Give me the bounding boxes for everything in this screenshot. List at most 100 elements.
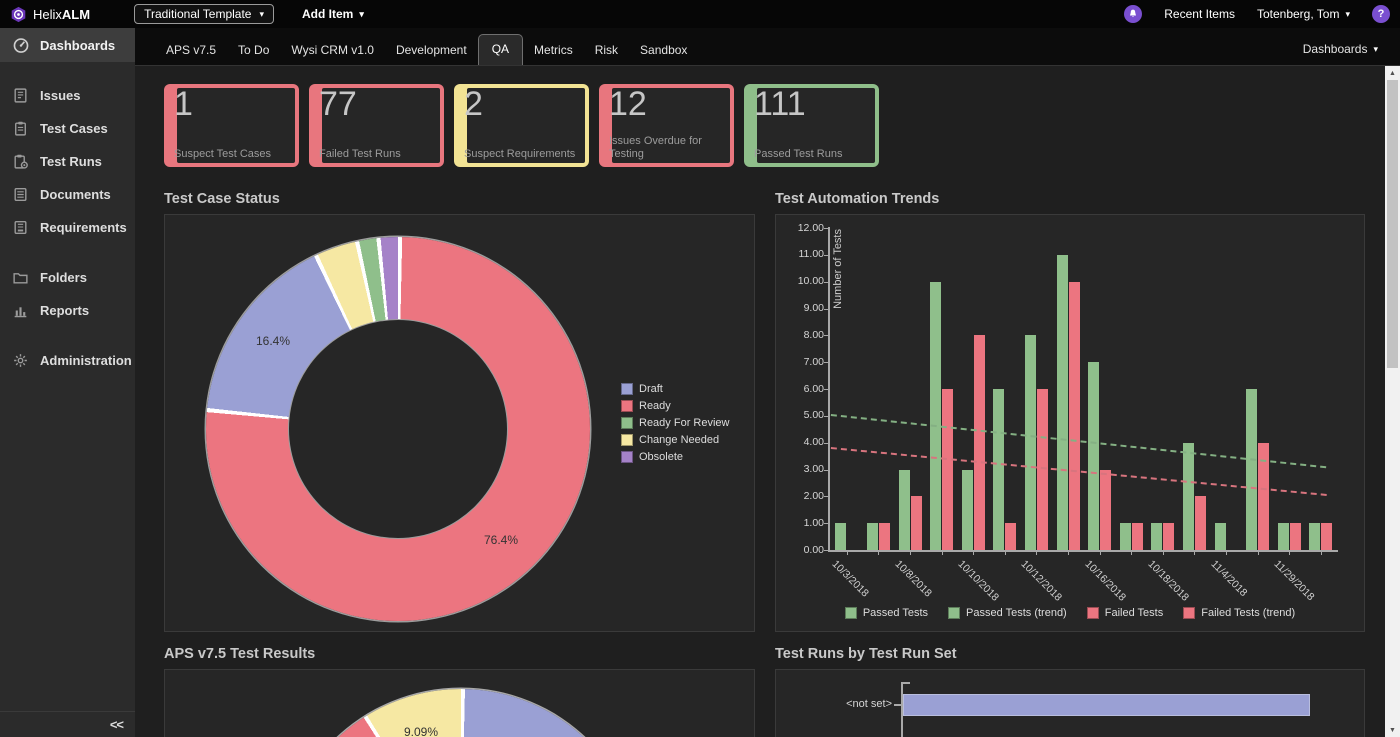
sidebar-item-test-runs[interactable]: Test Runs xyxy=(0,145,135,178)
kpi-card-suspect-test-cases[interactable]: 1 Suspect Test Cases xyxy=(164,84,299,167)
passed-tests-bar[interactable] xyxy=(993,389,1005,550)
failed-tests-bar[interactable] xyxy=(1100,469,1112,550)
test-case-status-chart[interactable]: 16.4% 76.4% Draft Ready Ready For Review Cha… xyxy=(164,214,755,632)
sidebar-collapse-button[interactable]: << xyxy=(0,711,135,737)
template-select[interactable]: Traditional Template ▾ xyxy=(134,4,274,24)
chart-legend: Passed Tests Passed Tests (trend) Failed T… xyxy=(776,607,1364,619)
tab-development[interactable]: Development xyxy=(395,43,467,57)
failed-tests-bar[interactable] xyxy=(1005,523,1017,550)
aps-test-results-chart[interactable]: 9.09% xyxy=(164,669,755,737)
dashboards-dropdown[interactable]: Dashboards ▾ xyxy=(1302,42,1378,56)
test-runs-by-set-chart[interactable]: <not set> xyxy=(775,669,1365,737)
sidebar-gap xyxy=(0,244,135,261)
tab-qa[interactable]: QA xyxy=(477,34,524,65)
passed-tests-bar[interactable] xyxy=(1056,254,1068,550)
sidebar-item-administration[interactable]: Administration xyxy=(0,344,135,377)
y-tick-label: 4.00 xyxy=(803,436,824,449)
y-tick xyxy=(824,335,828,337)
kpi-card-body xyxy=(177,88,295,163)
y-tick xyxy=(824,523,828,525)
sidebar-item-requirements[interactable]: Requirements xyxy=(0,211,135,244)
failed-tests-bar[interactable] xyxy=(1163,523,1175,550)
passed-tests-bar[interactable] xyxy=(898,469,910,550)
user-menu[interactable]: Totenberg, Tom ▾ xyxy=(1257,7,1350,21)
passed-tests-bar[interactable] xyxy=(1277,523,1289,550)
vertical-scrollbar[interactable]: ▲ ▼ xyxy=(1385,66,1400,737)
kpi-card-passed-test-runs[interactable]: 111 Passed Test Runs xyxy=(744,84,879,167)
kpi-card-issues-overdue-for-testing[interactable]: 12 Issues Overdue for Testing xyxy=(599,84,734,167)
y-tick-label: 5.00 xyxy=(803,409,824,422)
add-item-button[interactable]: Add Item ▾ xyxy=(302,7,364,21)
failed-tests-bar[interactable] xyxy=(1289,523,1301,550)
x-tick-label: 11/4/2018 xyxy=(1208,558,1250,599)
pie-chart[interactable] xyxy=(281,689,641,737)
scrollbar-thumb[interactable] xyxy=(1387,80,1398,368)
passed-tests-bar[interactable] xyxy=(1119,523,1131,550)
passed-tests-bar[interactable] xyxy=(930,281,942,550)
kpi-card-suspect-requirements[interactable]: 2 Suspect Requirements xyxy=(454,84,589,167)
dashboard-content: 1 Suspect Test Cases 77 Failed Test Runs 2 Su… xyxy=(135,66,1385,737)
clipboard-gear-icon xyxy=(12,153,30,171)
scroll-down-arrow[interactable]: ▼ xyxy=(1389,726,1396,734)
sidebar-item-label: Requirements xyxy=(40,220,127,235)
sidebar-item-folders[interactable]: Folders xyxy=(0,261,135,294)
sidebar-item-label: Documents xyxy=(40,187,111,202)
tab-aps-v7-5[interactable]: APS v7.5 xyxy=(166,43,217,57)
passed-tests-bar[interactable] xyxy=(1309,523,1321,550)
failed-tests-bar[interactable] xyxy=(1068,281,1080,550)
passed-tests-bar[interactable] xyxy=(835,523,847,550)
failed-tests-bar[interactable] xyxy=(1321,523,1333,550)
y-tick-label: 11.00 xyxy=(798,248,825,261)
sidebar-item-documents[interactable]: Documents xyxy=(0,178,135,211)
failed-tests-bar[interactable] xyxy=(878,523,890,550)
failed-tests-bar[interactable] xyxy=(1258,442,1270,550)
recent-items-link[interactable]: Recent Items xyxy=(1164,7,1235,21)
y-tick xyxy=(824,496,828,498)
passed-tests-bar[interactable] xyxy=(961,469,973,550)
tab-to-do[interactable]: To Do xyxy=(238,43,270,57)
x-tick xyxy=(1004,551,1006,555)
scroll-up-arrow[interactable]: ▲ xyxy=(1389,69,1396,77)
sidebar-item-reports[interactable]: Reports xyxy=(0,294,135,327)
bar[interactable] xyxy=(903,694,1310,716)
tab-wysi-crm-v1-0[interactable]: Wysi CRM v1.0 xyxy=(291,43,374,57)
clipboard-icon xyxy=(12,120,30,138)
tab-sandbox[interactable]: Sandbox xyxy=(640,43,688,57)
failed-tests-bar[interactable] xyxy=(910,496,922,550)
help-button[interactable]: ? xyxy=(1372,5,1390,23)
x-tick-label: 10/12/2018 xyxy=(1018,558,1065,604)
kpi-card-failed-test-runs[interactable]: 77 Failed Test Runs xyxy=(309,84,444,167)
legend-label: Passed Tests (trend) xyxy=(966,607,1067,619)
failed-tests-bar[interactable] xyxy=(942,389,954,550)
sidebar-gap xyxy=(0,62,135,79)
passed-tests-bar[interactable] xyxy=(1088,362,1100,550)
tab-risk[interactable]: Risk xyxy=(594,43,619,57)
passed-tests-bar[interactable] xyxy=(866,523,878,550)
passed-tests-bar[interactable] xyxy=(1151,523,1163,550)
failed-tests-bar[interactable] xyxy=(1194,496,1206,550)
passed-tests-bar[interactable] xyxy=(1214,523,1226,550)
dashboard-tab-bar: APS v7.5 To Do Wysi CRM v1.0 Development QA M… xyxy=(135,28,1400,65)
passed-tests-bar[interactable] xyxy=(1024,335,1036,550)
chart-legend: Draft Ready Ready For Review Change Needed O… xyxy=(621,383,729,463)
brand-name: HelixALM xyxy=(33,6,91,22)
sidebar-item-dashboards[interactable]: Dashboards xyxy=(0,28,135,62)
x-tick xyxy=(1099,551,1101,555)
sidebar-item-issues[interactable]: Issues xyxy=(0,79,135,112)
failed-tests-bar[interactable] xyxy=(973,335,985,550)
failed-tests-bar[interactable] xyxy=(1131,523,1143,550)
legend-swatch xyxy=(1086,607,1099,619)
passed-tests-bar[interactable] xyxy=(1182,442,1194,550)
gear-icon xyxy=(12,352,30,370)
y-tick-label: 6.00 xyxy=(803,382,824,395)
tab-metrics[interactable]: Metrics xyxy=(534,43,573,57)
failed-tests-bar[interactable] xyxy=(1036,389,1048,550)
notifications-bell-icon[interactable] xyxy=(1124,5,1143,23)
kpi-value: 2 xyxy=(464,85,483,123)
section-title: Test Runs by Test Run Set xyxy=(775,646,957,662)
passed-tests-bar[interactable] xyxy=(1246,389,1258,550)
x-tick xyxy=(1036,551,1038,555)
test-automation-trends-chart[interactable]: Number of Tests Passed Tests Passed Tests… xyxy=(775,214,1365,632)
x-tick-label: 10/18/2018 xyxy=(1145,558,1191,604)
sidebar-item-test-cases[interactable]: Test Cases xyxy=(0,112,135,145)
